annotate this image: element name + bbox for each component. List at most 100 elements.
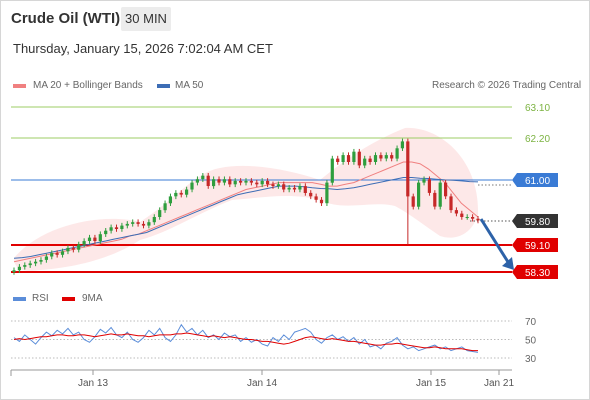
level-label-63-10: 63.10 — [525, 103, 550, 114]
candle-body — [34, 261, 38, 264]
candle-body — [233, 180, 237, 185]
candle-body — [325, 182, 329, 204]
candle — [255, 179, 259, 188]
candle-body — [476, 218, 480, 221]
candle-body — [77, 244, 81, 250]
candle — [373, 152, 378, 165]
candle — [282, 181, 286, 193]
candle-body — [190, 182, 194, 190]
candle-body — [471, 217, 475, 219]
candle-body — [298, 186, 302, 190]
candle — [239, 178, 243, 186]
rsi-legend-swatch — [13, 297, 26, 301]
candle-body — [17, 266, 21, 271]
candle — [330, 155, 334, 186]
candle — [12, 267, 16, 275]
candle-body — [341, 155, 345, 162]
rsi-ma-legend-label: 9MA — [82, 293, 103, 304]
candle — [141, 221, 146, 229]
candle — [390, 152, 394, 162]
x-axis-label: Jan 21 — [484, 378, 514, 389]
level-label-59-80: 59.80 — [525, 217, 550, 228]
candle-body — [422, 179, 426, 183]
candle — [309, 190, 313, 200]
bollinger-band-area — [14, 127, 479, 271]
candle — [125, 221, 129, 229]
candle-body — [244, 180, 248, 183]
rsi-legend-label: RSI — [32, 293, 49, 304]
candle-body — [319, 199, 324, 204]
candle-body — [136, 222, 140, 224]
candle-body — [44, 256, 48, 260]
candle — [276, 181, 280, 189]
ma50-legend-swatch — [157, 84, 170, 88]
candle — [206, 173, 210, 189]
candle — [71, 245, 75, 253]
candle — [98, 231, 102, 244]
candle-body — [368, 158, 372, 162]
instrument-title: Crude Oil (WTI) — [11, 10, 121, 27]
candle-body — [12, 270, 16, 272]
candle — [222, 176, 226, 186]
candle — [444, 179, 448, 200]
candle-body — [71, 247, 75, 250]
candle-body — [104, 230, 108, 235]
candle — [66, 245, 70, 255]
candle — [336, 155, 340, 165]
candle-body — [276, 184, 280, 186]
candle — [179, 190, 183, 198]
candle-body — [206, 175, 210, 186]
candle-body — [433, 192, 437, 207]
candle — [363, 155, 367, 169]
candle-body — [255, 182, 259, 185]
candle-body — [28, 263, 32, 266]
candle-body — [131, 222, 135, 224]
candle — [93, 234, 97, 244]
candle-body — [114, 227, 119, 229]
candle-body — [352, 151, 356, 162]
candle-body — [228, 179, 232, 185]
candle-body — [314, 196, 318, 200]
level-label-59-10-box — [512, 238, 558, 252]
datetime-label: Thursday, January 15, 2026 7:02:04 AM CE… — [13, 41, 273, 56]
candle — [465, 214, 469, 220]
candle — [28, 260, 32, 268]
candle — [352, 148, 356, 165]
candle-body — [50, 253, 54, 257]
candle — [131, 219, 135, 227]
level-label-62-20: 62.20 — [525, 134, 550, 145]
candle-body — [87, 237, 92, 241]
candle-body — [406, 141, 410, 197]
level-label-58-30: 58.30 — [525, 268, 550, 279]
x-axis-label: Jan 14 — [247, 378, 277, 389]
candle-body — [454, 210, 458, 214]
candle — [228, 176, 232, 188]
candle-body — [260, 180, 264, 185]
candle — [298, 183, 302, 193]
candle-body — [336, 158, 340, 162]
candle-body — [23, 265, 27, 267]
x-axis-label: Jan 15 — [416, 378, 446, 389]
candle-body — [141, 223, 146, 226]
candle-body — [346, 155, 351, 162]
candle — [77, 241, 81, 253]
rsi-line — [13, 323, 479, 353]
ma20-legend-label: MA 20 + Bollinger Bands — [33, 80, 143, 91]
candle-body — [390, 155, 394, 159]
candle-body — [303, 186, 307, 193]
candle-body — [357, 151, 361, 166]
candle-body — [438, 182, 442, 207]
candle — [55, 250, 59, 258]
x-axis-label: Jan 13 — [78, 378, 108, 389]
level-label-59-80-box — [512, 214, 558, 228]
candle — [244, 178, 248, 186]
candle-body — [39, 260, 43, 262]
candle-body — [417, 182, 421, 207]
candle — [152, 214, 156, 225]
copyright-label: Research © 2026 Trading Central — [432, 80, 582, 91]
candle — [217, 176, 221, 186]
timeframe-button[interactable]: 30 MIN — [121, 7, 171, 31]
candle-body — [174, 192, 178, 197]
candle-body — [179, 192, 183, 195]
